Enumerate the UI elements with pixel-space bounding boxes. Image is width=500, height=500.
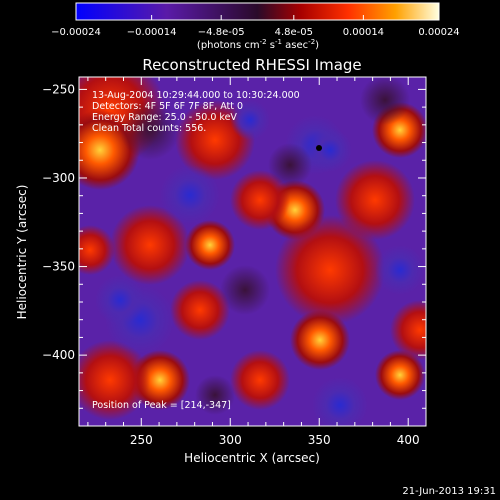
y-tick-label: −250 (42, 82, 75, 96)
colorbar-tick-label: −0.00024 (51, 27, 101, 38)
colorbar-tick-label: 0.00014 (343, 27, 384, 38)
x-tick-label: 250 (130, 433, 153, 447)
colorbar-ticks: −0.00024 −0.00014 −4.8e-05 4.8e-05 0.00014 0.… (51, 15, 460, 38)
plot-frame (78, 76, 427, 427)
x-tick-label: 300 (219, 433, 242, 447)
colorbar-tick-label: −4.8e-05 (198, 27, 245, 38)
annotation-clean: Clean Total counts: 556. (92, 123, 206, 134)
rhessi-image (79, 77, 426, 426)
plot-title: Reconstructed RHESSI Image (142, 56, 361, 74)
footer-date: 21-Jun-2013 19:31 (402, 486, 496, 497)
axis-ticks: 250 300 350 400 −250 −300 −350 −400 (42, 77, 427, 447)
annotation-detectors: Detectors: 4F 5F 6F 7F 8F, Att 0 (92, 101, 243, 112)
x-tick-label: 400 (397, 433, 420, 447)
colorbar-tick-label: 0.00024 (418, 27, 459, 38)
annotation-peak: Position of Peak = [214,-347] (92, 400, 231, 411)
colorbar-units: (photons cm-2 s-1 asec-2) (197, 38, 319, 51)
x-tick-label: 350 (308, 433, 331, 447)
colorbar-tick-label: −0.00014 (127, 27, 177, 38)
y-tick-label: −350 (42, 260, 75, 274)
colorbar (75, 2, 440, 21)
x-axis-label: Heliocentric X (arcsec) (184, 451, 320, 465)
y-tick-label: −400 (42, 348, 75, 362)
y-tick-label: −300 (42, 171, 75, 185)
colorbar-tick-label: 4.8e-05 (275, 27, 313, 38)
y-axis-label: Heliocentric Y (arcsec) (15, 185, 29, 320)
annotation-energy: Energy Range: 25.0 - 50.0 keV (92, 112, 237, 123)
annotation-time-range: 13-Aug-2004 10:29:44.000 to 10:30:24.000 (92, 90, 300, 101)
